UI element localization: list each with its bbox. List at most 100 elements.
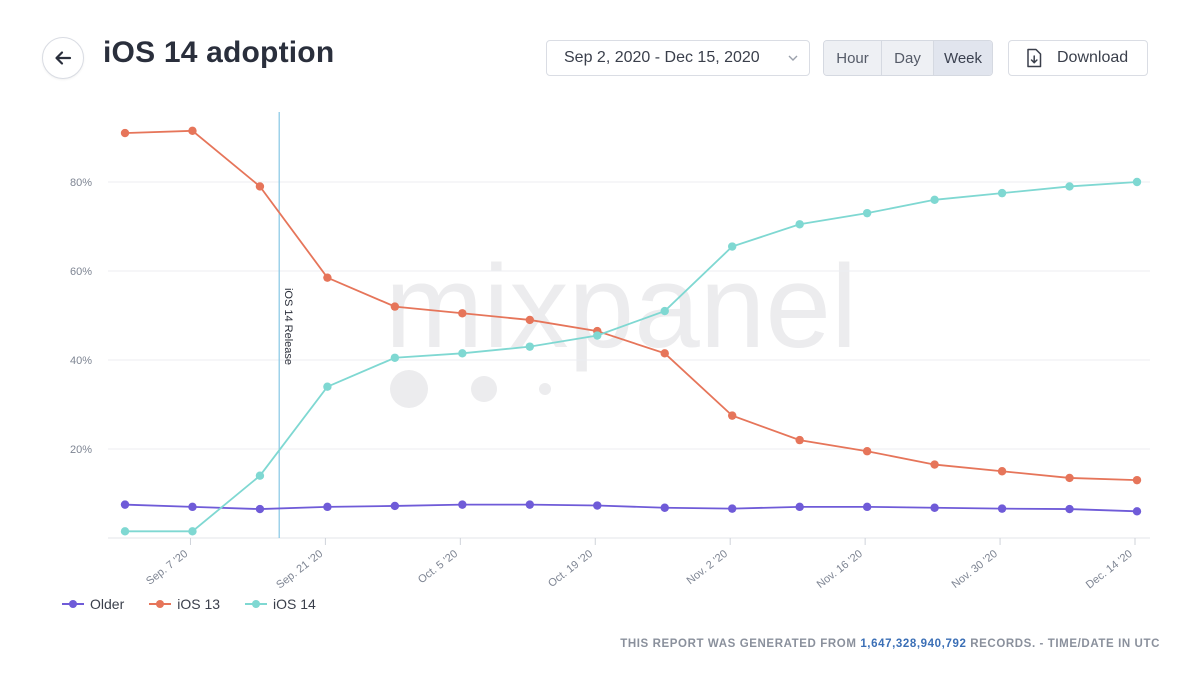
mixpanel-watermark: mixpanel xyxy=(385,241,857,408)
data-point[interactable] xyxy=(862,447,872,456)
granularity-hour-button[interactable]: Hour xyxy=(824,41,882,75)
data-point[interactable] xyxy=(525,315,534,325)
series-line xyxy=(125,181,1138,533)
x-tick-label: Dec. 14 '20 xyxy=(1084,548,1135,592)
data-point[interactable] xyxy=(188,502,197,512)
download-label: Download xyxy=(1057,49,1129,66)
x-tick-label: Nov. 2 '20 xyxy=(685,548,731,587)
data-point[interactable] xyxy=(997,467,1007,476)
data-point[interactable] xyxy=(255,471,265,480)
legend-label: iOS 13 xyxy=(177,596,221,612)
data-point[interactable] xyxy=(1065,182,1074,191)
data-point[interactable] xyxy=(593,331,602,340)
legend-swatch xyxy=(62,599,84,609)
legend-item[interactable]: Older xyxy=(62,596,124,612)
data-point[interactable] xyxy=(997,188,1007,198)
y-tick-label: 40% xyxy=(70,355,92,367)
legend-label: iOS 14 xyxy=(273,596,316,612)
x-tick-label: Nov. 30 '20 xyxy=(950,548,1000,591)
x-tick-label: Oct. 19 '20 xyxy=(546,548,595,590)
chart-axes: 20% 40% 60% 80% Sep. 7 '20 Sep. 21 '20 Oct. 5 … xyxy=(70,177,1136,592)
data-point[interactable] xyxy=(728,411,737,420)
x-tick-label: Nov. 16 '20 xyxy=(815,548,865,591)
data-point[interactable] xyxy=(593,501,602,510)
data-point[interactable] xyxy=(323,273,332,282)
date-range-picker[interactable]: Sep 2, 2020 - Dec 15, 2020 xyxy=(546,40,810,76)
x-tick-label: Oct. 5 '20 xyxy=(416,548,460,586)
data-point[interactable] xyxy=(795,502,804,512)
data-point[interactable] xyxy=(255,182,265,191)
data-point[interactable] xyxy=(525,500,534,509)
data-point[interactable] xyxy=(660,503,669,512)
data-point[interactable] xyxy=(1132,507,1142,516)
data-point[interactable] xyxy=(930,195,939,204)
watermark-dot xyxy=(390,370,428,408)
page-title: iOS 14 adoption xyxy=(103,36,335,69)
data-point[interactable] xyxy=(728,504,737,513)
chart-grid xyxy=(108,181,1150,539)
data-point[interactable] xyxy=(1065,504,1074,514)
data-point[interactable] xyxy=(458,309,467,318)
data-point[interactable] xyxy=(525,342,534,351)
data-point[interactable] xyxy=(862,208,872,218)
data-point[interactable] xyxy=(997,504,1007,513)
x-tick-label: Sep. 7 '20 xyxy=(144,548,190,588)
series-line xyxy=(124,503,1138,513)
footer-suffix: RECORDS. - TIME/DATE IN UTC xyxy=(966,638,1160,650)
back-button[interactable] xyxy=(42,37,84,79)
series-line xyxy=(124,129,1138,482)
legend-item[interactable]: iOS 13 xyxy=(149,596,220,612)
arrow-left-icon xyxy=(55,51,72,65)
date-range-value: Sep 2, 2020 - Dec 15, 2020 xyxy=(564,49,760,66)
data-point[interactable] xyxy=(188,126,197,136)
data-point[interactable] xyxy=(930,460,939,469)
report-header: iOS 14 adoption Sep 2, 2020 - Dec 15, 20… xyxy=(0,0,1200,110)
y-tick-label: 20% xyxy=(70,444,92,456)
data-point[interactable] xyxy=(390,302,400,311)
chart-series xyxy=(120,126,1142,536)
download-icon xyxy=(1027,48,1042,68)
granularity-toggle: Hour Day Week xyxy=(823,40,993,76)
data-point[interactable] xyxy=(120,500,130,509)
data-point[interactable] xyxy=(795,220,804,229)
chart-annotations: iOS 14 Release xyxy=(278,112,294,538)
x-tick-label: Sep. 21 '20 xyxy=(274,548,325,592)
legend-item[interactable]: iOS 14 xyxy=(245,596,316,612)
data-point[interactable] xyxy=(255,504,265,514)
legend-swatch xyxy=(149,599,172,609)
legend-swatch xyxy=(245,599,268,609)
data-point[interactable] xyxy=(458,500,467,509)
chevron-down-icon xyxy=(788,55,798,61)
data-point[interactable] xyxy=(862,502,872,512)
y-tick-label: 80% xyxy=(70,177,92,189)
data-point[interactable] xyxy=(660,306,669,316)
data-point[interactable] xyxy=(728,242,737,251)
data-point[interactable] xyxy=(795,435,804,445)
data-point[interactable] xyxy=(323,502,332,512)
data-point[interactable] xyxy=(1132,475,1142,485)
data-point[interactable] xyxy=(660,349,669,358)
release-marker-label: iOS 14 Release xyxy=(282,288,294,365)
data-point[interactable] xyxy=(323,382,332,391)
data-point[interactable] xyxy=(188,527,197,536)
report-footer: THIS REPORT WAS GENERATED FROM 1,647,328… xyxy=(620,638,1160,650)
watermark-dot xyxy=(539,383,551,395)
chart-legend: Older iOS 13 iOS 14 xyxy=(62,596,341,612)
data-point[interactable] xyxy=(390,501,400,511)
granularity-week-button[interactable]: Week xyxy=(934,41,992,75)
footer-prefix: THIS REPORT WAS GENERATED FROM xyxy=(620,638,861,650)
granularity-day-button[interactable]: Day xyxy=(882,41,934,75)
records-count: 1,647,328,940,792 xyxy=(860,638,967,650)
data-point[interactable] xyxy=(390,353,400,362)
data-point[interactable] xyxy=(120,527,130,536)
data-point[interactable] xyxy=(458,349,467,358)
legend-label: Older xyxy=(90,596,125,612)
data-point[interactable] xyxy=(120,128,130,138)
data-point[interactable] xyxy=(1132,177,1142,187)
y-tick-label: 60% xyxy=(70,266,92,278)
data-point[interactable] xyxy=(1065,473,1074,483)
data-point[interactable] xyxy=(930,503,939,512)
watermark-dot xyxy=(471,376,497,402)
download-button[interactable]: Download xyxy=(1008,40,1148,76)
